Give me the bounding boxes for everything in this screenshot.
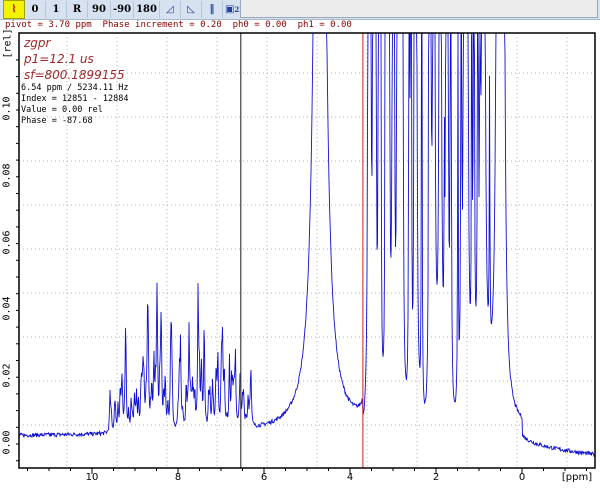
y-tick-label: 0.10 bbox=[1, 96, 13, 121]
button-label: 90 bbox=[92, 4, 106, 15]
y-tick-label: 0.06 bbox=[1, 230, 13, 255]
phase-90-button[interactable]: 90 bbox=[88, 1, 111, 18]
button-label: R bbox=[72, 4, 82, 15]
sf-label: sf=800.1899155 bbox=[24, 68, 125, 82]
save-2d-icon: ▣ bbox=[224, 4, 235, 15]
toolbar-empty-panel bbox=[240, 0, 598, 18]
y-axis-unit: [rel] bbox=[2, 28, 14, 59]
y-tick-label: 0.02 bbox=[1, 363, 13, 388]
y-tick-label: 0.08 bbox=[1, 163, 13, 188]
y-tick-label: 0.00 bbox=[1, 430, 13, 455]
cursor-position: 6.54 ppm / 5234.11 Hz bbox=[21, 83, 129, 93]
button-label: 1 bbox=[52, 4, 60, 15]
x-tick-label: 4 bbox=[346, 472, 354, 483]
pause-bars-button[interactable]: ‖ bbox=[202, 1, 223, 18]
button-label: 0 bbox=[31, 4, 39, 15]
x-tick-label: 0 bbox=[518, 472, 526, 483]
ramp-down-icon: ◺ bbox=[187, 4, 195, 15]
cursor-phase: Phase = -87.68 bbox=[21, 116, 93, 126]
ramp-up-icon: ◿ bbox=[166, 4, 174, 15]
y-tick-label: 0.04 bbox=[1, 296, 13, 321]
p1-label: p1=12.1 us bbox=[24, 52, 94, 66]
x-tick-label: 10 bbox=[85, 472, 99, 483]
pulse-program-label: zgpr bbox=[24, 36, 51, 50]
x-tick-label: 6 bbox=[260, 472, 268, 483]
phase-180-button[interactable]: 180 bbox=[134, 1, 160, 18]
phase-0-button[interactable]: 0 bbox=[25, 1, 46, 18]
phase-status-line: pivot = 3.70 ppm Phase increment = 0.20 … bbox=[5, 20, 352, 30]
x-axis-unit: [ppm] bbox=[561, 472, 593, 483]
phase-mode-button[interactable]: ⌇ bbox=[3, 0, 25, 19]
x-tick-label: 8 bbox=[174, 472, 182, 483]
pause-bars-icon: ‖ bbox=[209, 4, 215, 15]
x-tick-label: 2 bbox=[432, 472, 440, 483]
button-label: 2D bbox=[234, 5, 245, 14]
cursor-index: Index = 12851 - 12884 bbox=[21, 94, 129, 104]
button-label: 180 bbox=[136, 4, 157, 15]
ramp-down-button[interactable]: ◺ bbox=[181, 1, 202, 18]
spectrum-trace bbox=[19, 33, 595, 457]
phase-mode-icon: ⌇ bbox=[11, 4, 17, 15]
ramp-up-button[interactable]: ◿ bbox=[160, 1, 181, 18]
phase--90-button[interactable]: -90 bbox=[111, 1, 135, 18]
cursor-value: Value = 0.00 rel bbox=[21, 105, 103, 115]
phase-R-button[interactable]: R bbox=[67, 1, 88, 18]
button-label: -90 bbox=[113, 4, 132, 15]
phase-1-button[interactable]: 1 bbox=[46, 1, 67, 18]
